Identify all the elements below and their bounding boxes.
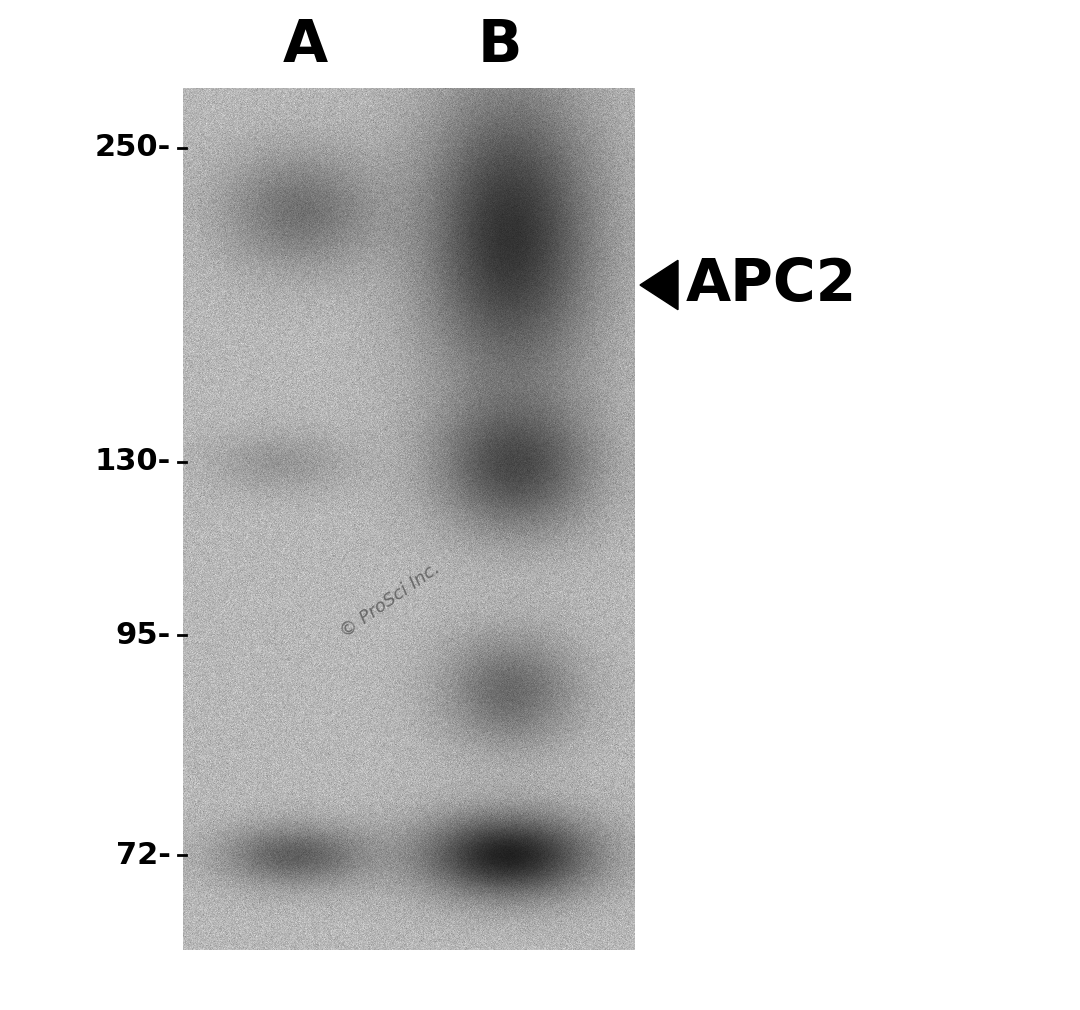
Text: 72-: 72- [117,840,171,870]
Text: © ProSci Inc.: © ProSci Inc. [337,559,443,641]
Polygon shape [640,261,678,310]
Text: A: A [283,16,327,74]
Text: 250-: 250- [95,133,171,163]
Text: APC2: APC2 [686,257,858,313]
Text: B: B [477,16,523,74]
Text: 95-: 95- [116,620,171,649]
Text: 130-: 130- [95,447,171,477]
